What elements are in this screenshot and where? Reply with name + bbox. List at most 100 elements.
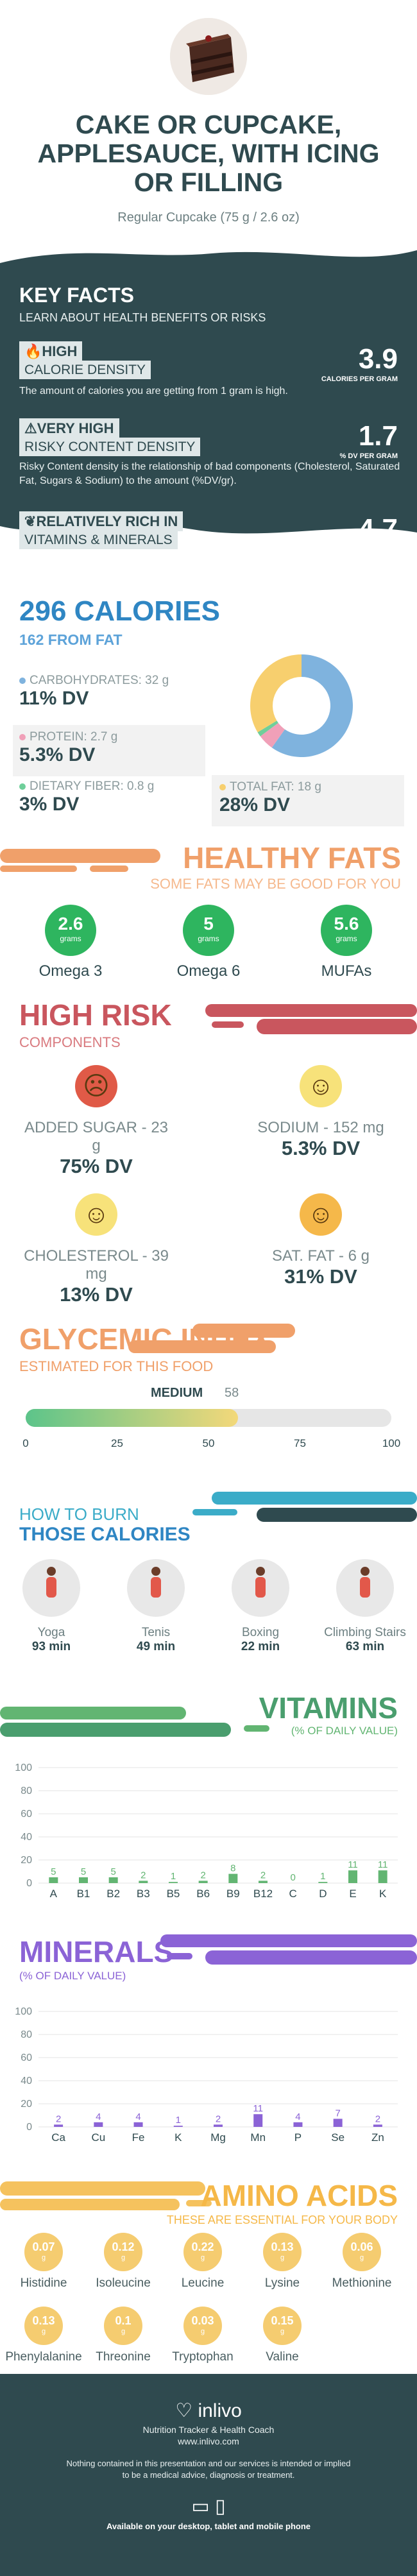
- mineral-bar: [333, 2119, 343, 2127]
- amino-value: 0.22: [191, 2240, 214, 2253]
- donut-slice-carbs: [271, 654, 353, 757]
- glycemic-tick: 50: [202, 1437, 215, 1449]
- mineral-bar: [133, 2122, 143, 2127]
- fat-item: 5 grams Omega 6: [164, 905, 253, 980]
- fat-label: MUFAs: [321, 962, 372, 980]
- amino-unit: g: [41, 2328, 46, 2335]
- vitamins-banner-bars: [0, 1707, 269, 1737]
- nutrient-fat: TOTAL FAT: 18 g 28% DV: [212, 775, 404, 826]
- figure-shape: [361, 1567, 370, 1576]
- burn-item: Boxing 22 min: [212, 1559, 309, 1654]
- amino-circle: 0.03 g: [183, 2307, 222, 2345]
- minerals-title: MINERALS: [19, 1935, 174, 1968]
- vitamin-bar: [198, 1881, 208, 1883]
- figure-body: [151, 1577, 161, 1598]
- cake-image: [170, 18, 247, 95]
- burn-item: Climbing Stairs 63 min: [317, 1559, 413, 1654]
- amino-item: 0.1 g Threonine: [85, 2307, 162, 2364]
- risk-label: SAT. FAT - 6 g: [271, 1247, 370, 1265]
- mineral-category-label: K: [174, 2131, 182, 2144]
- amino-unit: g: [200, 2328, 205, 2335]
- figure-body: [360, 1577, 370, 1598]
- mineral-ytick: 0: [26, 2122, 32, 2133]
- mineral-category-label: Cu: [91, 2131, 105, 2144]
- fiber-dv: 3% DV: [19, 794, 80, 815]
- vitamin-category-label: B6: [196, 1888, 210, 1900]
- vitamin-category-label: K: [379, 1888, 387, 1900]
- donut-slice-fiber: [257, 721, 278, 737]
- vitamin-value-label: 1: [320, 1871, 325, 1882]
- fat-unit: grams: [198, 934, 219, 943]
- burn-value: 49 min: [136, 1640, 176, 1653]
- risky-density-desc: Risky Content density is the relationshi…: [19, 461, 400, 486]
- fat-dv: 28% DV: [219, 794, 291, 815]
- happy-face-icon: ☺: [300, 1193, 342, 1236]
- amino-label: Tryptophan: [172, 2350, 234, 2364]
- mineral-ytick: 60: [21, 2052, 32, 2063]
- amino-label: Histidine: [20, 2276, 67, 2290]
- mineral-ytick: 80: [21, 2029, 32, 2040]
- vitamin-ytick: 20: [21, 1855, 32, 1866]
- vitamin-value-label: 11: [348, 1859, 358, 1870]
- devices-icon: ▭ ▯: [191, 2496, 226, 2517]
- happy-face-icon: ☺: [75, 1193, 117, 1236]
- amino-item: 0.15 g Valine: [244, 2307, 321, 2364]
- amino-unit: g: [200, 2254, 205, 2262]
- vitamin-value-label: 5: [81, 1866, 86, 1877]
- amino-label: Isoleucine: [96, 2276, 151, 2290]
- amino-circle: 0.1 g: [104, 2307, 142, 2345]
- mineral-category-label: Mg: [210, 2131, 226, 2144]
- glycemic-tick: 75: [294, 1437, 306, 1449]
- amino-unit: g: [280, 2328, 285, 2335]
- amino-value: 0.1: [115, 2314, 132, 2327]
- mineral-category-label: Fe: [132, 2131, 145, 2144]
- fiber-label: DIETARY FIBER: 0.8 g: [30, 780, 155, 793]
- amino-item: 0.13 g Phenylalanine: [5, 2307, 82, 2364]
- figure-shape: [151, 1567, 160, 1576]
- burn-label: Climbing Stairs: [324, 1626, 406, 1639]
- figure-shape: [256, 1567, 265, 1576]
- fat-unit: grams: [60, 934, 81, 943]
- risk-banner-bars: [205, 1004, 417, 1034]
- burn-label: Tenis: [141, 1626, 171, 1639]
- mineral-bar: [54, 2124, 64, 2127]
- mineral-ytick: 20: [21, 2099, 32, 2110]
- mineral-bar: [94, 2122, 103, 2127]
- glycemic-value: 58: [225, 1386, 239, 1400]
- donut-slice-fat: [250, 654, 302, 733]
- vitamin-ytick: 0: [26, 1878, 32, 1889]
- footer-brand: inlivo: [198, 2400, 242, 2421]
- minerals-chart: 0 20 40 60 80 100 2 Ca 4 Cu 4 Fe 1 K 2 Mg 11 Mn 4 P 7 Se 2 Zn: [15, 2006, 398, 2144]
- vitamin-value-label: 8: [230, 1863, 235, 1874]
- burn-value: 22 min: [241, 1640, 280, 1653]
- calorie-donut-chart: [250, 654, 353, 757]
- amino-value: 0.12: [112, 2240, 135, 2253]
- footer-url[interactable]: www.inlivo.com: [178, 2436, 239, 2446]
- mineral-value-label: 4: [96, 2111, 101, 2122]
- vitamin-value-label: 2: [260, 1870, 266, 1881]
- vitamin-ytick: 100: [15, 1762, 32, 1773]
- calorie-density-level: 🔥HIGH: [19, 341, 83, 361]
- risk-dv: 5.3% DV: [281, 1137, 361, 1159]
- glycemic-subtitle: ESTIMATED FOR THIS FOOD: [19, 1358, 214, 1374]
- mineral-value-label: 4: [135, 2111, 140, 2122]
- burn-list: Yoga 93 min Tenis 49 min Boxing 22 min Climbin…: [0, 1559, 417, 1668]
- calorie-density-value-block: 3.9 CALORIES PER GRAM: [308, 343, 398, 383]
- mineral-value-label: 7: [335, 2108, 340, 2119]
- risk-dv: 31% DV: [284, 1265, 357, 1288]
- calorie-density-value: 3.9: [358, 343, 398, 375]
- risk-label: ADDED SUGAR - 23 g: [24, 1119, 169, 1154]
- glycemic-ticks: 0 25 50 75 100: [22, 1437, 400, 1453]
- burn-banner-bars: [192, 1492, 417, 1522]
- amino-item: 0.12 g Isoleucine: [85, 2233, 162, 2290]
- vitamin-ytick: 80: [21, 1786, 32, 1796]
- amino-circle: 0.06 g: [343, 2233, 381, 2271]
- risk-title: HIGH RISK: [19, 998, 172, 1032]
- nutrient-carbs: CARBOHYDRATES: 32 g 11% DV: [19, 674, 169, 710]
- mineral-value-label: 2: [56, 2113, 61, 2124]
- footer-brand-row: ♡ inlivo: [0, 2400, 417, 2422]
- amino-circle: 0.13 g: [263, 2233, 302, 2271]
- amino-value: 0.13: [32, 2314, 55, 2327]
- vitamin-category-label: A: [50, 1888, 58, 1900]
- vitamin-bar: [108, 1877, 118, 1883]
